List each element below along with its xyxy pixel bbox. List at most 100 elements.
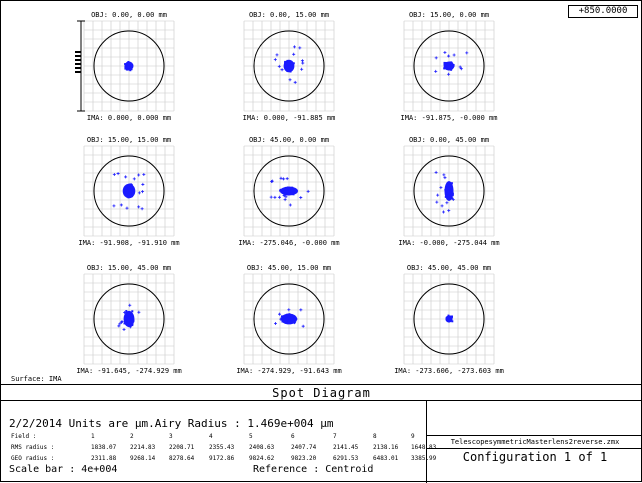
geo-cell-4: 9172.86 bbox=[209, 455, 235, 462]
geo-row: GEO radius : 2311.88 9268.14 8278.64 9172.8… bbox=[11, 453, 436, 464]
ray-point bbox=[447, 209, 451, 213]
ray-point bbox=[279, 188, 282, 191]
ray-point bbox=[125, 311, 128, 314]
ray-point bbox=[447, 194, 450, 197]
ray-point bbox=[119, 203, 123, 207]
ray-point bbox=[124, 192, 127, 194]
ray-point bbox=[116, 172, 120, 176]
fields-cell-5: 5 bbox=[249, 433, 253, 440]
ray-point bbox=[282, 177, 286, 181]
ray-point bbox=[442, 210, 446, 214]
ray-point bbox=[289, 187, 292, 190]
ray-point bbox=[274, 322, 278, 326]
ray-point bbox=[449, 64, 452, 67]
ray-point bbox=[447, 68, 450, 71]
fields-cell-7: 7 bbox=[333, 433, 337, 440]
spot-plot-1 bbox=[83, 20, 175, 112]
ray-point bbox=[465, 51, 469, 55]
ray-point bbox=[449, 196, 452, 198]
image-position-label: IMA: 0.000, -91.885 mm bbox=[242, 114, 336, 122]
image-position-label: IMA: -91.908, -91.910 mm bbox=[78, 239, 180, 247]
ray-point bbox=[282, 318, 285, 320]
ray-point bbox=[269, 195, 273, 199]
ray-point bbox=[292, 62, 295, 65]
ray-point bbox=[127, 62, 130, 65]
rms-cell-2: 2214.83 bbox=[130, 444, 156, 451]
ray-point bbox=[124, 319, 127, 322]
geo-cell-2: 9268.14 bbox=[130, 455, 156, 462]
ray-point bbox=[126, 313, 129, 316]
ray-point bbox=[447, 187, 450, 190]
ray-point bbox=[291, 316, 294, 319]
rms-cell-9: 1648.83 bbox=[411, 444, 437, 451]
ray-point bbox=[283, 320, 286, 323]
ray-point bbox=[123, 322, 126, 325]
footer-panel: Spot Diagram 2/2/2014 Units are µm.Airy … bbox=[1, 384, 642, 483]
ray-point bbox=[128, 191, 131, 194]
ray-point bbox=[140, 207, 144, 211]
ray-point bbox=[132, 320, 135, 323]
ray-point bbox=[448, 62, 451, 65]
fields-cell-8: 8 bbox=[373, 433, 377, 440]
ray-point bbox=[288, 313, 291, 316]
ray-point bbox=[447, 63, 450, 66]
ray-point bbox=[294, 317, 298, 321]
geo-cell-7: 6291.53 bbox=[333, 455, 359, 462]
ray-point bbox=[286, 69, 289, 72]
spot-diagram-plots bbox=[75, 20, 495, 365]
ray-point bbox=[440, 204, 444, 208]
fields-cell-3: 3 bbox=[169, 433, 173, 440]
spot-plot-8 bbox=[243, 273, 335, 365]
ray-point bbox=[445, 194, 448, 197]
ray-point bbox=[444, 63, 448, 67]
ray-point bbox=[290, 190, 293, 193]
ray-point bbox=[448, 317, 451, 320]
ray-point bbox=[129, 194, 132, 197]
ray-point bbox=[124, 65, 127, 68]
ray-point bbox=[273, 195, 277, 199]
ray-point bbox=[125, 191, 128, 194]
ray-point bbox=[451, 63, 454, 66]
ray-point bbox=[124, 63, 127, 66]
ray-point bbox=[126, 190, 129, 193]
ray-point bbox=[451, 197, 454, 200]
rms-cell-8: 2138.16 bbox=[373, 444, 399, 451]
ray-point bbox=[284, 188, 287, 191]
ray-point bbox=[128, 183, 131, 186]
ray-point bbox=[288, 188, 291, 191]
ray-point bbox=[434, 69, 438, 73]
ray-point bbox=[448, 65, 451, 68]
ray-point bbox=[451, 197, 455, 201]
object-field-label: OBJ: 0.00, 0.00 mm bbox=[91, 11, 167, 19]
airy-circle bbox=[413, 30, 485, 102]
info-line: 2/2/2014 Units are µm.Airy Radius : 1.46… bbox=[9, 417, 334, 430]
field-label: Field : bbox=[11, 433, 37, 440]
ray-point bbox=[137, 173, 141, 177]
ray-point bbox=[132, 187, 134, 190]
ray-point bbox=[123, 193, 126, 196]
ray-point bbox=[120, 320, 124, 324]
ray-point bbox=[290, 192, 293, 195]
ray-point bbox=[284, 190, 286, 193]
ray-point bbox=[125, 310, 128, 312]
ray-point bbox=[292, 316, 295, 319]
ray-point bbox=[112, 173, 116, 177]
ray-point bbox=[445, 66, 448, 69]
ray-point bbox=[129, 192, 131, 195]
ray-point bbox=[287, 319, 290, 322]
ray-point bbox=[291, 65, 294, 68]
object-field-label: OBJ: 0.00, 15.00 mm bbox=[248, 11, 330, 19]
ray-point bbox=[299, 196, 303, 200]
ray-point bbox=[129, 186, 132, 189]
ray-point bbox=[301, 324, 305, 328]
airy-circle bbox=[413, 283, 485, 355]
ray-point bbox=[125, 187, 128, 190]
fields-cell-9: 9 bbox=[411, 433, 415, 440]
geo-cell-8: 6483.01 bbox=[373, 455, 399, 462]
ray-point bbox=[451, 192, 454, 195]
fields-cell-4: 4 bbox=[209, 433, 213, 440]
ray-point bbox=[284, 60, 287, 63]
ray-point bbox=[458, 65, 462, 69]
ray-point bbox=[278, 312, 282, 316]
ray-point bbox=[123, 311, 127, 315]
